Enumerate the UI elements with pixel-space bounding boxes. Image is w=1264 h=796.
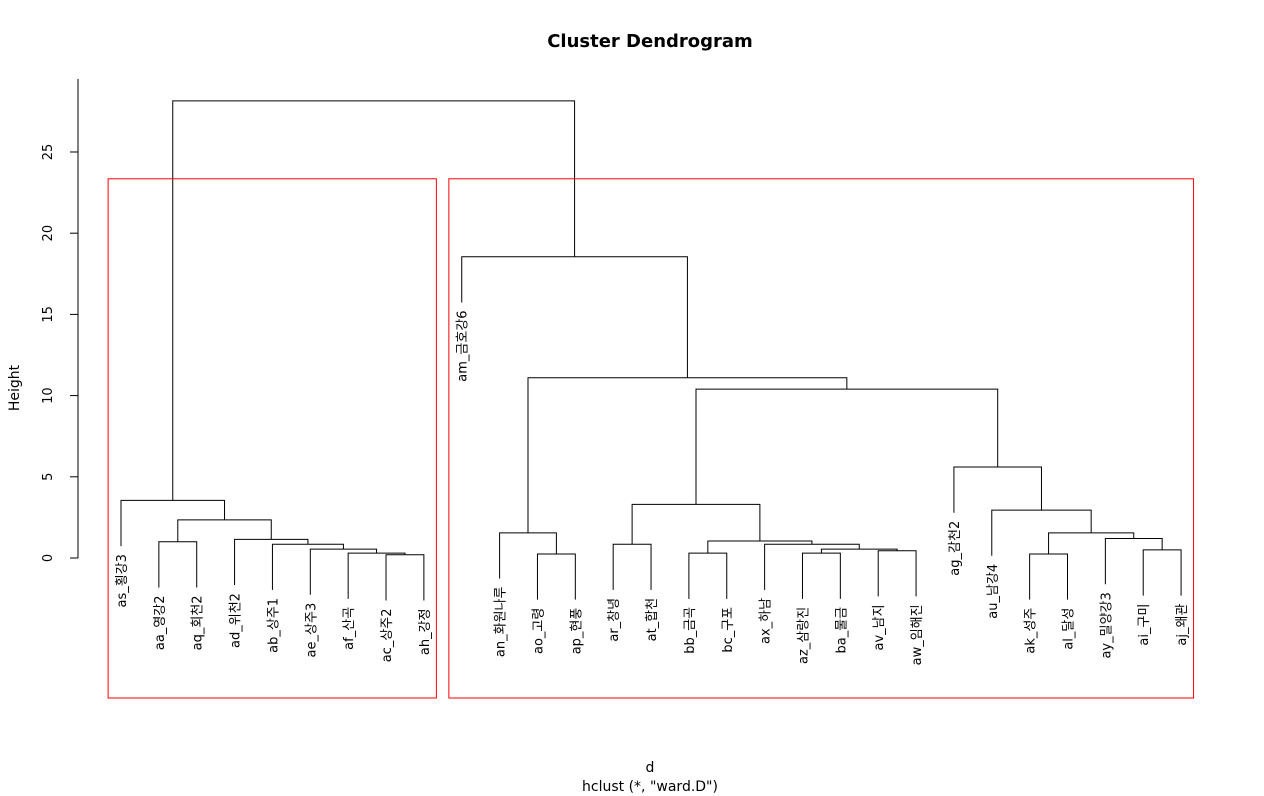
leaf-label: ak_성주 [1024,608,1039,654]
merge-link [120,499,226,547]
leaf-label: bb_금곡 [683,607,698,654]
merge-link [953,466,1042,513]
merge-link [172,100,576,501]
leaf-label: ah_강정 [418,608,433,655]
merge-link [158,541,198,588]
leaf-label: ab_상주1 [266,598,281,653]
merge-link [499,532,557,579]
leaf-label: am_금호강6 [456,310,471,381]
merge-link [631,503,761,545]
merge-link [688,552,728,599]
leaf-label: bc_구포 [721,607,736,653]
subtitle: hclust (*, "ward.D") [582,779,718,795]
merge-link [1142,549,1182,596]
merge-link [801,552,841,599]
y-tick-label: 25 [41,144,56,161]
merge-link [820,548,898,554]
cluster-rect [448,178,1195,699]
leaf-label: ag_감천2 [948,521,963,576]
y-tick-label: 5 [41,473,56,481]
leaf-label: aq_회천2 [191,595,206,650]
merge-link [177,519,272,542]
y-tick-label: 15 [41,306,56,323]
merge-link [309,548,378,595]
y-tick-label: 0 [41,554,56,562]
chart-title: Cluster Dendrogram [547,31,753,52]
leaf-label: as_횡강3 [115,554,130,607]
y-tick-label: 10 [41,387,56,404]
merge-link [707,540,813,554]
leaf-label: af_산곡 [342,607,357,650]
leaf-label: ad_위천2 [229,593,244,648]
leaf-label: at_합천 [645,598,660,641]
leaf-label: aw_임해진 [910,604,925,665]
merge-link [347,552,406,599]
x-axis-label: d [646,760,655,776]
merge-link [1048,532,1135,554]
merge-link [234,538,309,586]
merge-link [612,543,652,590]
leaf-label: aa_영강2 [153,595,168,650]
leaf-label: az_삼랑진 [796,607,811,664]
merge-link [695,388,999,505]
y-tick-label: 20 [41,225,56,242]
leaf-label: ba_물금 [834,607,849,654]
merge-link [877,550,917,597]
merge-link [1029,553,1068,600]
merge-link [764,543,860,590]
leaf-label: ai_구미 [1137,604,1152,646]
leaf-label: ax_하남 [759,598,774,644]
merge-link [1104,538,1163,585]
leaf-label: au_남강4 [986,564,1001,619]
merge-link [527,377,848,533]
merge-link [461,256,688,378]
y-axis-label: Height [7,364,23,411]
leaf-label: ay_밀양강3 [1099,592,1114,658]
cluster-rect [107,178,437,699]
leaf-label: ap_현풍 [569,608,584,655]
leaf-label: aj_왜관 [1175,604,1190,646]
leaf-label: ao_고령 [531,608,546,654]
merge-link [536,553,576,600]
merge-link [271,543,344,590]
leaf-label: ae_상주3 [304,603,319,658]
merge-link [385,554,425,601]
leaf-label: al_달성 [1062,608,1077,650]
leaf-label: av_남지 [872,604,887,650]
leaf-label: ar_창녕 [607,598,622,642]
leaf-label: an_화원나루 [494,587,509,658]
leaf-label: ac_상주2 [380,608,395,662]
